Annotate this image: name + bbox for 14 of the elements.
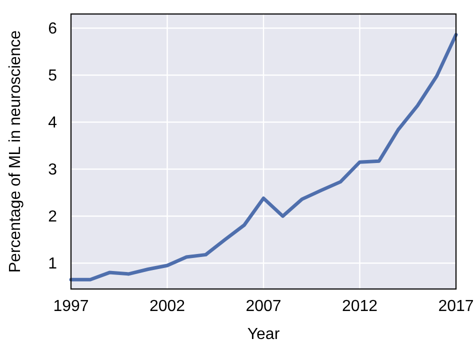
y-tick-label: 2 [48, 208, 58, 226]
x-axis-title: Year [247, 326, 280, 343]
y-axis-title: Percentage of ML in neuroscience [7, 30, 24, 273]
y-tick-label: 1 [48, 256, 58, 273]
y-tick-label: 3 [48, 162, 58, 179]
line-series [69, 32, 458, 282]
y-tick-label: 5 [48, 68, 58, 85]
x-tick-label: 2012 [342, 298, 378, 315]
y-tick-label: 6 [48, 20, 58, 38]
x-tick-label: 2002 [149, 298, 186, 315]
y-tick-label: 4 [48, 114, 58, 132]
x-tick-label: 1997 [53, 298, 89, 315]
x-tick-label: 2017 [438, 298, 474, 315]
x-tick-label: 2007 [246, 298, 282, 315]
